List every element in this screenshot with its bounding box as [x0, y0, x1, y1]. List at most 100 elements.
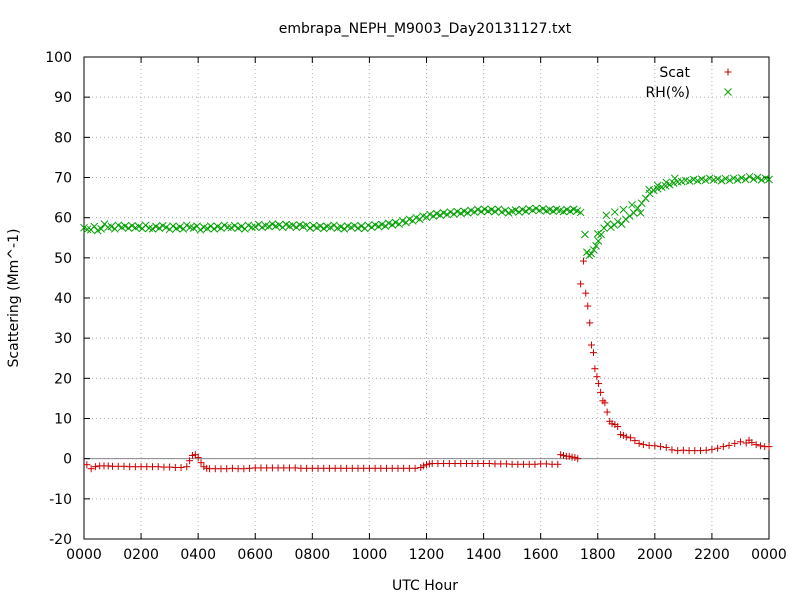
rh-point: [337, 223, 345, 231]
scat-point: [83, 461, 91, 469]
rh-point: [725, 176, 734, 185]
rh-point: [429, 212, 438, 220]
marker-stroke: [619, 205, 628, 214]
marker-stroke: [693, 176, 702, 185]
marker-stroke: [474, 205, 482, 214]
marker-stroke: [306, 224, 314, 232]
scat-point: [714, 444, 722, 452]
marker-stroke: [364, 221, 373, 230]
marker-stroke: [189, 224, 198, 232]
marker-stroke: [412, 213, 421, 222]
x-tick-label: 0200: [123, 547, 159, 563]
rh-point: [670, 174, 679, 183]
marker-stroke: [97, 225, 105, 233]
legend: Scat RH(%): [646, 65, 732, 101]
scat-point: [574, 455, 582, 463]
x-axis-label: UTC Hour: [392, 578, 458, 594]
marker-stroke: [436, 211, 445, 220]
axis-ticks: [83, 56, 770, 540]
rh-point: [265, 222, 273, 231]
scat-point: [587, 341, 595, 349]
marker-stroke: [597, 230, 606, 239]
rh-point: [757, 176, 766, 184]
rh-point: [592, 241, 600, 250]
marker-stroke: [649, 186, 658, 195]
rh-point: [316, 222, 325, 230]
rh-point: [189, 224, 198, 232]
rh-point: [443, 210, 451, 219]
scat-point: [725, 441, 733, 449]
marker-stroke: [753, 173, 762, 182]
legend-marker-glyph: [724, 68, 732, 76]
rh-point: [515, 208, 523, 216]
rh-point: [487, 205, 496, 214]
rh-point: [306, 224, 314, 232]
scat-point: [177, 464, 185, 472]
marker-stroke: [247, 223, 256, 232]
rh-point: [477, 207, 486, 216]
rh-point: [203, 224, 212, 233]
marker-stroke: [158, 221, 167, 230]
rh-point: [717, 176, 726, 185]
scat-point: [571, 453, 579, 461]
marker-stroke: [641, 194, 650, 203]
marker-stroke: [749, 175, 758, 183]
marker-stroke: [724, 88, 732, 96]
x-tick-labels: 0000 0200 0400 0600 0800 1000 1200 1400 1600 1800…: [66, 547, 787, 563]
marker-stroke: [765, 175, 773, 184]
scat-point: [639, 441, 647, 449]
marker-stroke: [617, 220, 626, 228]
rh-point: [480, 205, 489, 214]
marker-stroke: [265, 222, 273, 231]
scat-point: [91, 463, 99, 471]
marker-stroke: [645, 185, 653, 194]
rh-point: [275, 221, 284, 229]
rh-point: [602, 211, 611, 220]
scat-point: [554, 460, 562, 468]
rh-point: [633, 204, 642, 212]
marker-stroke: [501, 206, 510, 215]
marker-stroke: [323, 222, 332, 231]
y-tick-label: 20: [54, 371, 72, 387]
marker-stroke: [717, 176, 726, 185]
rh-point: [169, 222, 177, 230]
rh-point: [521, 207, 530, 216]
marker-stroke: [426, 210, 434, 219]
rh-point: [665, 180, 674, 189]
legend-label-scat: Scat: [659, 65, 690, 81]
marker-stroke: [633, 204, 642, 212]
rh-point: [350, 221, 359, 230]
scat-point: [589, 349, 597, 357]
marker-stroke: [295, 221, 304, 229]
marker-stroke: [237, 222, 246, 231]
marker-stroke: [456, 209, 465, 218]
rh-point: [685, 177, 694, 185]
scat-point: [188, 451, 196, 459]
rh-point: [617, 220, 626, 228]
rh-point: [107, 222, 116, 231]
rh-point: [625, 212, 634, 220]
marker-stroke: [196, 225, 205, 234]
rh-point: [251, 223, 260, 231]
marker-stroke: [309, 221, 318, 230]
scat-point: [617, 431, 625, 439]
marker-stroke: [665, 180, 674, 189]
scat-point: [423, 461, 430, 469]
rh-point: [196, 225, 205, 234]
marker-stroke: [701, 176, 710, 185]
marker-stroke: [337, 223, 345, 231]
marker-stroke: [350, 221, 359, 230]
marker-stroke: [528, 206, 537, 215]
rh-point: [733, 176, 742, 184]
marker-stroke: [213, 222, 222, 231]
marker-stroke: [576, 208, 585, 217]
marker-stroke: [182, 221, 191, 230]
scat-point: [657, 443, 665, 451]
scat-point: [200, 463, 208, 471]
rh-point: [749, 175, 758, 183]
marker-stroke: [569, 205, 578, 214]
rh-point: [637, 199, 646, 208]
marker-stroke: [282, 220, 290, 229]
rh-point: [662, 178, 671, 187]
marker-stroke: [357, 222, 366, 230]
